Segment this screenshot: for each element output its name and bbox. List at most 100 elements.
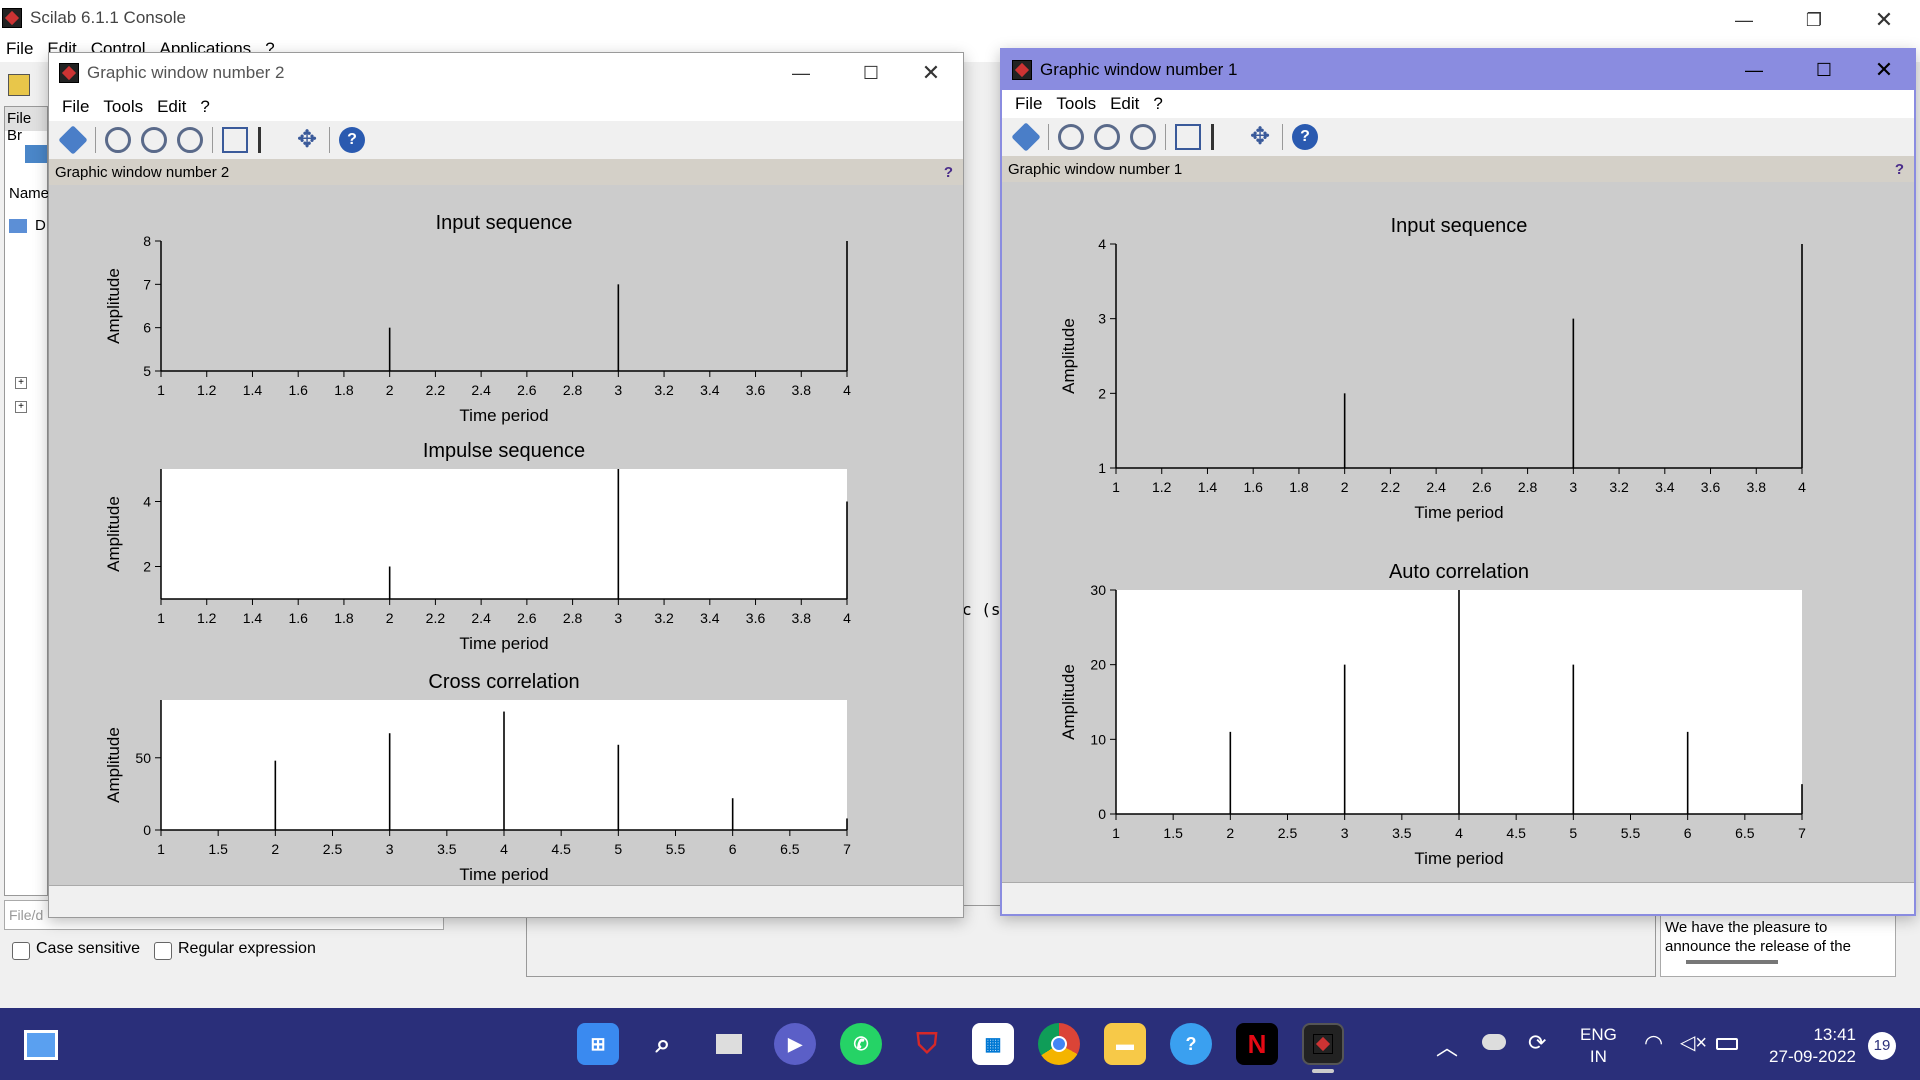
task-view-icon[interactable] [708, 1023, 750, 1065]
window1-menu-edit[interactable]: Edit [1110, 94, 1140, 113]
window2-plots[interactable]: Input sequence 1 1.2 1.4 1.6 1.8 2 2.2 2.4 2.6 2.8… [49, 185, 963, 885]
chevron-up-icon[interactable]: ︿ [1436, 1035, 1459, 1060]
datatip-icon[interactable] [1211, 124, 1237, 150]
tree-expand-icon[interactable]: + [15, 401, 27, 413]
x-tick-label: 4.5 [1506, 825, 1526, 841]
tree-expand-icon[interactable]: + [15, 377, 27, 389]
y-tick-label: 6 [143, 320, 151, 336]
help-icon[interactable]: ? [1292, 124, 1318, 150]
whatsapp-icon[interactable]: ✆ [840, 1023, 882, 1065]
file-browser-label: File Br [5, 107, 47, 144]
rotate-icon[interactable] [58, 125, 88, 155]
console-close-button[interactable]: ✕ [1874, 7, 1894, 32]
y-tick-label: 8 [143, 233, 151, 249]
x-tick-label: 3.5 [1392, 825, 1412, 841]
chart-title: Impulse sequence [423, 440, 585, 462]
battery-icon[interactable] [1716, 1038, 1738, 1050]
sync-icon[interactable]: ⟳ [1528, 1030, 1547, 1055]
pan-icon[interactable]: ✥ [1249, 123, 1271, 150]
scilab-logo-icon [1313, 1034, 1333, 1054]
x-tick-label: 4.5 [551, 841, 571, 857]
window1-menu-file[interactable]: File [1015, 94, 1043, 113]
get-help-icon[interactable]: ? [1170, 1023, 1212, 1065]
search-icon[interactable]: ⌕ [655, 1028, 671, 1058]
tree-folder-icon[interactable] [9, 219, 27, 233]
x-tick-label: 2.2 [426, 382, 446, 398]
teams-chat-icon[interactable]: ▶ [774, 1023, 816, 1065]
window1-titlebar[interactable]: Graphic window number 1 — ☐ ✕ [1002, 50, 1914, 90]
regex-checkbox[interactable] [154, 942, 172, 960]
window2-canvas[interactable]: Input sequence 1 1.2 1.4 1.6 1.8 2 2.2 2.4 2.6 2.8… [49, 185, 963, 885]
x-axis-label: Time period [1414, 849, 1503, 868]
wifi-icon[interactable]: ◠ [1644, 1030, 1664, 1055]
language-indicator[interactable]: ENG IN [1580, 1024, 1617, 1068]
microsoft-store-icon[interactable]: ▦ [972, 1023, 1014, 1065]
zoom-in-icon[interactable] [1058, 124, 1084, 150]
volume-muted-icon[interactable]: ◁× [1680, 1032, 1708, 1054]
console-menu-file[interactable]: File [6, 39, 34, 58]
window2-menu-tools[interactable]: Tools [103, 97, 144, 116]
window2-help-marker[interactable]: ? [943, 163, 953, 181]
window1-menu-tools[interactable]: Tools [1056, 94, 1097, 113]
file-explorer-icon[interactable]: ▬ [1104, 1023, 1146, 1065]
netflix-icon[interactable]: N [1236, 1023, 1278, 1065]
window2-close-button[interactable]: ✕ [921, 60, 941, 85]
y-tick-label: 5 [143, 363, 151, 379]
x-tick-label: 3.6 [746, 382, 766, 398]
clock[interactable]: 13:41 27-09-2022 [1760, 1024, 1856, 1068]
zoom-reset-icon[interactable] [1094, 124, 1120, 150]
window1-figure-header: Graphic window number 1 ? [1002, 156, 1914, 182]
help-icon[interactable]: ? [339, 127, 365, 153]
onedrive-icon[interactable] [1482, 1034, 1506, 1050]
notification-badge[interactable]: 19 [1868, 1032, 1896, 1060]
window1-minimize-button[interactable]: — [1745, 59, 1763, 80]
console-restore-button[interactable]: ❐ [1805, 9, 1823, 30]
plot-area [1116, 244, 1802, 468]
scilab-taskbar-icon[interactable] [1302, 1023, 1344, 1065]
window1-close-button[interactable]: ✕ [1874, 57, 1894, 82]
chrome-icon[interactable] [1038, 1023, 1080, 1065]
console-menu-help[interactable]: ? [265, 39, 275, 58]
datatip-icon[interactable] [258, 127, 284, 153]
copy-figure-icon[interactable] [222, 127, 248, 153]
x-tick-label: 1.4 [1198, 479, 1218, 495]
copy-figure-icon[interactable] [1175, 124, 1201, 150]
window2-titlebar[interactable]: Graphic window number 2 — ☐ ✕ [49, 53, 963, 93]
folder-icon[interactable] [25, 145, 47, 163]
zoom-out-icon[interactable] [177, 127, 203, 153]
window1-plots[interactable]: Input sequence 1 1.2 1.4 1.6 1.8 2 2.2 2.4 2.6 2.8… [1002, 182, 1914, 882]
x-tick-label: 1 [157, 841, 165, 857]
case-sensitive-checkbox[interactable] [12, 942, 30, 960]
window2-menu-help[interactable]: ? [200, 97, 210, 116]
pan-icon[interactable]: ✥ [296, 126, 318, 153]
tree-item-label[interactable]: D [35, 217, 46, 234]
window1-title: Graphic window number 1 [1040, 60, 1238, 79]
news-scrollbar[interactable] [1686, 960, 1778, 964]
console-minimize-button[interactable]: — [1735, 9, 1753, 30]
x-tick-label: 2.8 [563, 382, 583, 398]
window2-menubar: File Tools Edit ? [49, 93, 963, 121]
windows-start-icon[interactable] [24, 1030, 58, 1060]
y-tick-label: 10 [1090, 731, 1106, 747]
graphic-window-1[interactable]: Graphic window number 1 — ☐ ✕ File Tools… [1000, 48, 1916, 916]
x-tick-label: 6 [1684, 825, 1692, 841]
start-menu-icon[interactable]: ⊞ [577, 1023, 619, 1065]
window2-menu-edit[interactable]: Edit [157, 97, 187, 116]
window1-menu-help[interactable]: ? [1153, 94, 1163, 113]
window1-canvas[interactable]: Input sequence 1 1.2 1.4 1.6 1.8 2 2.2 2.4 2.6 2.8… [1002, 182, 1914, 882]
y-tick-label: 0 [1098, 806, 1106, 822]
name-column-header[interactable]: Name [9, 185, 50, 202]
window2-minimize-button[interactable]: — [792, 62, 810, 83]
window2-maximize-button[interactable]: ☐ [862, 62, 880, 83]
zoom-reset-icon[interactable] [141, 127, 167, 153]
window2-menu-file[interactable]: File [62, 97, 90, 116]
rotate-icon[interactable] [1011, 122, 1041, 152]
window1-help-marker[interactable]: ? [1894, 160, 1904, 178]
zoom-out-icon[interactable] [1130, 124, 1156, 150]
editor-icon[interactable] [8, 74, 30, 96]
window1-maximize-button[interactable]: ☐ [1815, 59, 1833, 80]
clock-date: 27-09-2022 [1769, 1047, 1856, 1066]
mcafee-icon[interactable]: ⛉ [916, 1027, 938, 1059]
zoom-in-icon[interactable] [105, 127, 131, 153]
graphic-window-2[interactable]: Graphic window number 2 — ☐ ✕ File Tools… [48, 52, 964, 918]
